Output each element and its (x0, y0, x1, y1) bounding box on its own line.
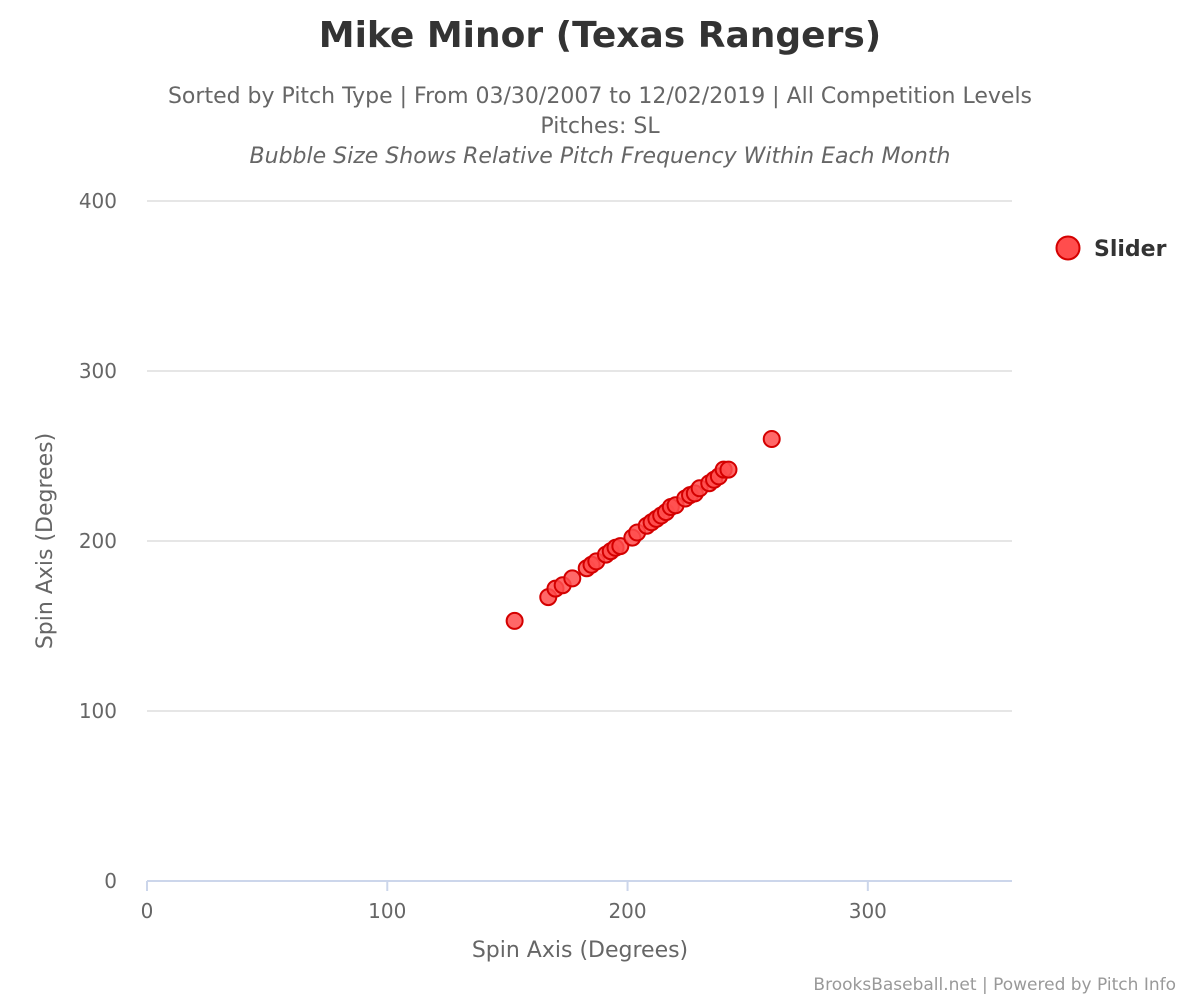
y-tick-label-100: 100 (79, 699, 117, 723)
legend-label-slider[interactable]: Slider (1094, 237, 1167, 262)
x-tick-label-200: 200 (608, 899, 646, 923)
y-tick-label-0: 0 (104, 869, 117, 893)
legend-marker-slider[interactable] (1055, 235, 1081, 261)
chart-subtitle-line3: Bubble Size Shows Relative Pitch Frequen… (250, 144, 951, 169)
data-point-slider-30[interactable] (762, 430, 781, 448)
y-axis-ticks: 0 100 200 300 400 (79, 189, 117, 893)
x-axis-ticks: 0 100 200 300 (141, 881, 887, 923)
y-tick-label-200: 200 (79, 529, 117, 553)
x-axis-title: Spin Axis (Degrees) (472, 938, 688, 963)
y-axis-title: Spin Axis (Degrees) (33, 433, 58, 649)
data-point-slider-29[interactable] (719, 460, 738, 479)
grid-lines (147, 200, 1012, 712)
y-tick-label-400: 400 (79, 189, 117, 213)
data-point-slider-4[interactable] (563, 569, 582, 588)
x-tick-label-0: 0 (141, 899, 154, 923)
x-tick-label-100: 100 (368, 899, 406, 923)
y-tick-label-300: 300 (79, 359, 117, 383)
x-tick-label-300: 300 (849, 899, 887, 923)
slider-series (505, 430, 781, 630)
credits-text[interactable]: BrooksBaseball.net | Powered by Pitch In… (813, 975, 1176, 995)
chart-subtitle-line1: Sorted by Pitch Type | From 03/30/2007 t… (168, 84, 1032, 109)
chart-title: Mike Minor (Texas Rangers) (319, 15, 881, 56)
data-point-slider-0[interactable] (505, 611, 524, 630)
data-point-slider-11[interactable] (611, 537, 630, 556)
legend[interactable]: Slider (1055, 235, 1167, 263)
chart-subtitle-line2: Pitches: SL (540, 114, 660, 139)
